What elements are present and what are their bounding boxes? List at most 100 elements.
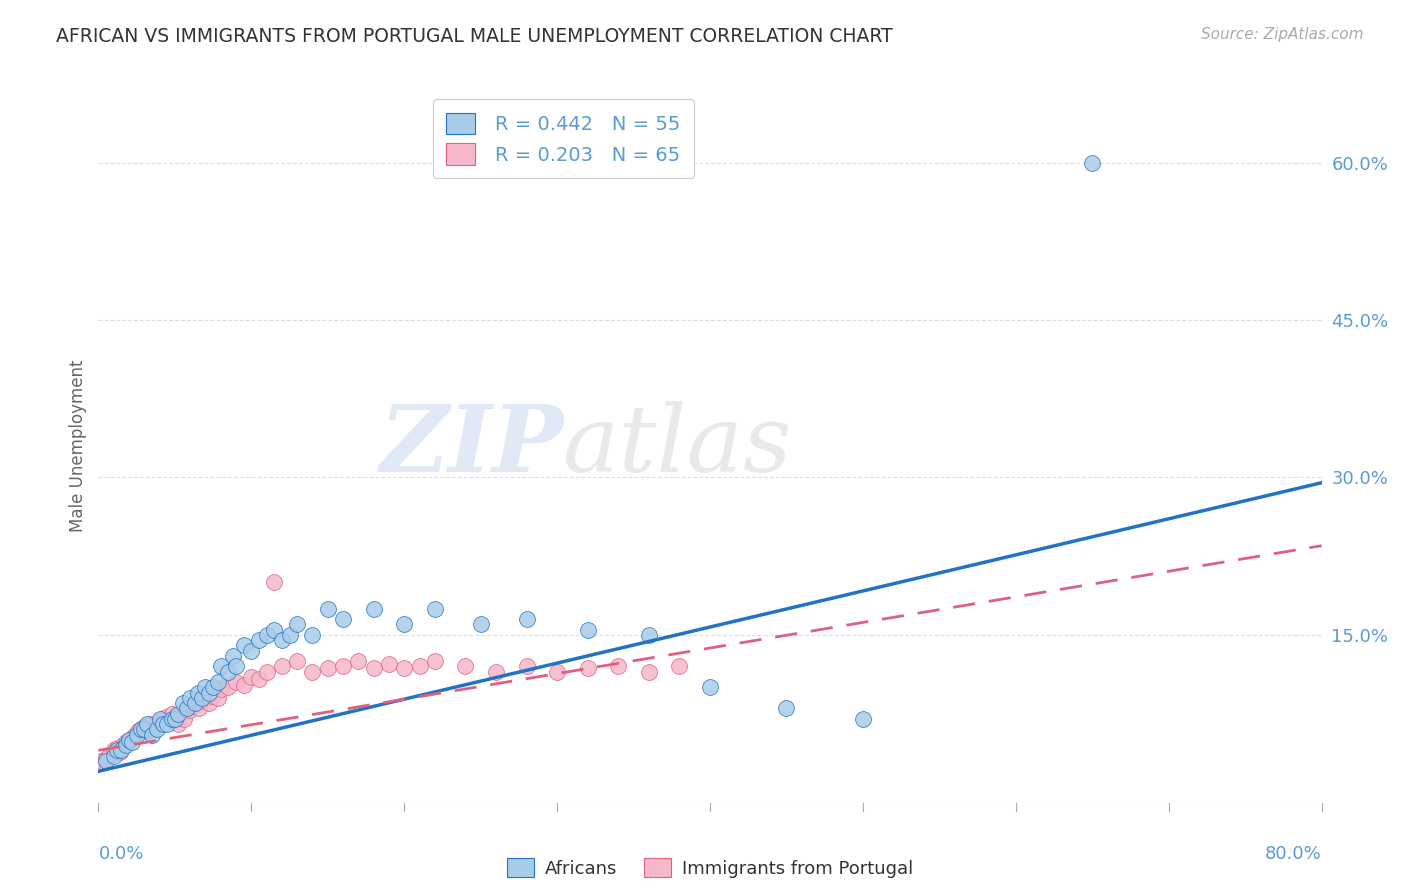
Point [470, 617, 492, 632]
Point [152, 712, 174, 726]
Point [187, 685, 209, 699]
Point [332, 659, 354, 673]
Point [156, 717, 179, 731]
Point [145, 723, 167, 737]
Text: 0.0%: 0.0% [98, 845, 143, 863]
Point [176, 701, 198, 715]
Point [160, 712, 183, 726]
Point [301, 665, 323, 679]
Point [134, 723, 156, 737]
Point [115, 738, 138, 752]
Point [167, 706, 190, 721]
Point [378, 657, 401, 672]
Point [775, 701, 797, 715]
Point [423, 654, 446, 668]
Point [247, 672, 270, 686]
Point [111, 738, 134, 752]
Point [285, 654, 308, 668]
Point [263, 575, 285, 590]
Text: ZIP: ZIP [380, 401, 564, 491]
Point [607, 659, 630, 673]
Point [186, 696, 208, 710]
Point [194, 681, 217, 695]
Point [121, 731, 143, 745]
Point [160, 706, 183, 721]
Point [217, 681, 239, 695]
Point [191, 690, 214, 705]
Point [136, 724, 159, 739]
Point [129, 723, 152, 737]
Point [423, 601, 446, 615]
Y-axis label: Male Unemployment: Male Unemployment [69, 359, 87, 533]
Point [637, 628, 661, 642]
Point [576, 661, 599, 675]
Point [179, 703, 201, 717]
Point [516, 612, 538, 626]
Point [256, 665, 278, 679]
Point [392, 617, 416, 632]
Point [204, 685, 226, 699]
Point [256, 628, 278, 642]
Point [103, 748, 125, 763]
Point [142, 723, 165, 737]
Point [347, 654, 370, 668]
Point [90, 754, 112, 768]
Point [270, 633, 292, 648]
Point [408, 659, 430, 673]
Point [184, 696, 207, 710]
Point [668, 659, 690, 673]
Point [232, 678, 254, 692]
Point [209, 659, 232, 673]
Point [167, 717, 190, 731]
Point [316, 601, 339, 615]
Point [485, 665, 508, 679]
Point [191, 693, 214, 707]
Point [301, 628, 323, 642]
Point [139, 717, 162, 731]
Point [163, 712, 186, 726]
Legend: Africans, Immigrants from Portugal: Africans, Immigrants from Portugal [498, 849, 922, 887]
Point [197, 696, 219, 710]
Point [125, 728, 148, 742]
Point [179, 690, 201, 705]
Point [145, 717, 167, 731]
Point [155, 710, 177, 724]
Point [392, 661, 416, 675]
Point [207, 675, 229, 690]
Point [110, 743, 132, 757]
Point [173, 712, 195, 726]
Point [263, 623, 285, 637]
Point [207, 690, 229, 705]
Point [316, 661, 339, 675]
Point [103, 743, 125, 757]
Point [454, 659, 477, 673]
Point [105, 743, 128, 757]
Point [1081, 155, 1104, 169]
Point [225, 659, 247, 673]
Point [188, 701, 211, 715]
Point [240, 643, 263, 657]
Point [149, 714, 172, 728]
Point [163, 712, 186, 726]
Point [157, 714, 180, 728]
Point [129, 723, 152, 737]
Point [121, 735, 143, 749]
Text: 80.0%: 80.0% [1265, 845, 1322, 863]
Point [546, 665, 568, 679]
Point [209, 682, 232, 697]
Point [108, 746, 131, 760]
Point [363, 661, 385, 675]
Text: atlas: atlas [564, 401, 793, 491]
Point [197, 685, 219, 699]
Point [118, 732, 141, 747]
Point [278, 628, 301, 642]
Point [240, 670, 263, 684]
Point [118, 732, 141, 747]
Point [222, 648, 245, 663]
Point [149, 712, 172, 726]
Point [852, 712, 875, 726]
Point [141, 728, 163, 742]
Point [285, 617, 308, 632]
Point [134, 720, 156, 734]
Point [200, 689, 222, 703]
